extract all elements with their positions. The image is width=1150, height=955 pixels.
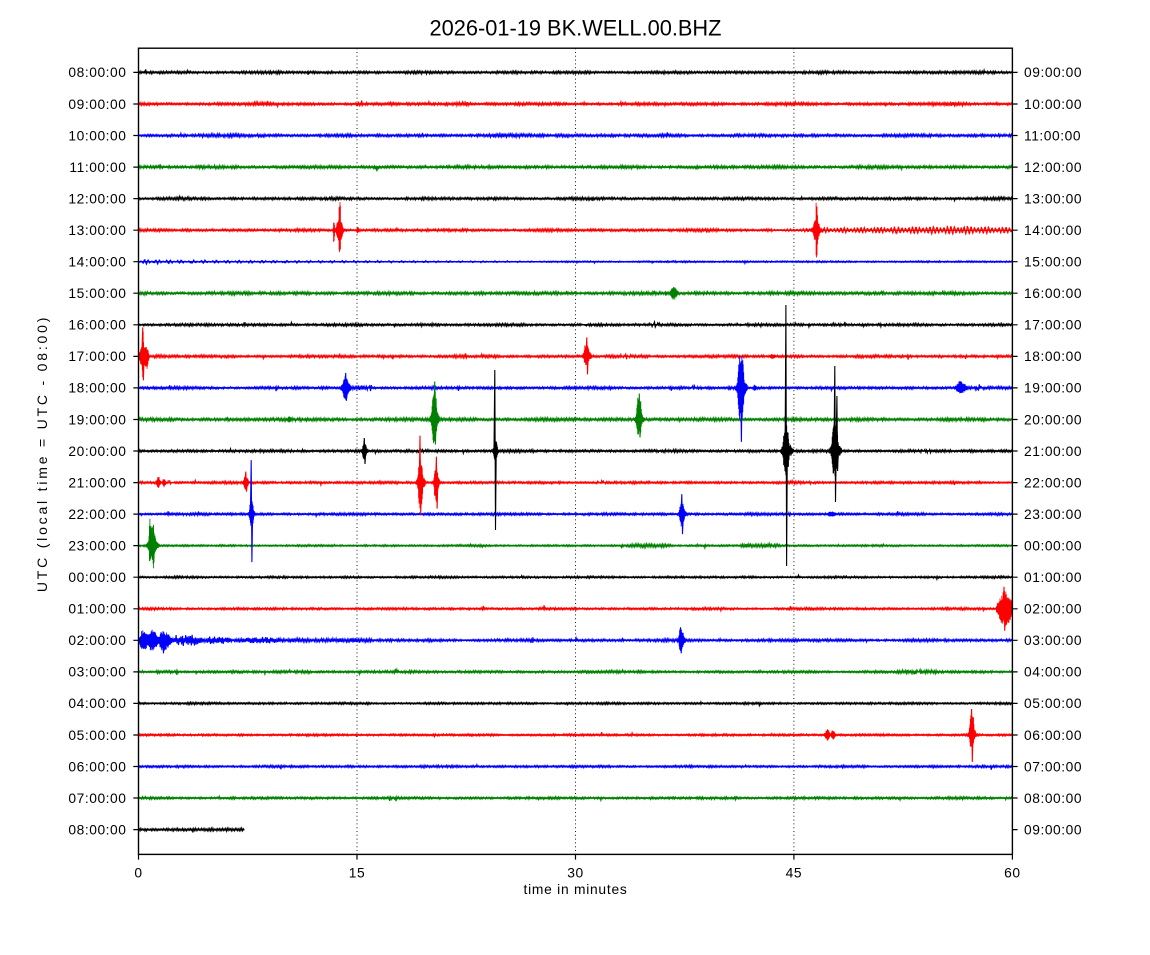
svg-text:01:00:00: 01:00:00 (1024, 570, 1082, 585)
svg-text:02:00:00: 02:00:00 (68, 633, 126, 648)
svg-text:17:00:00: 17:00:00 (68, 349, 126, 364)
svg-text:03:00:00: 03:00:00 (68, 665, 126, 680)
svg-text:05:00:00: 05:00:00 (1024, 696, 1082, 711)
svg-text:08:00:00: 08:00:00 (68, 65, 126, 80)
svg-text:18:00:00: 18:00:00 (68, 381, 126, 396)
svg-text:time in minutes: time in minutes (523, 882, 627, 897)
svg-text:21:00:00: 21:00:00 (1024, 444, 1082, 459)
svg-text:12:00:00: 12:00:00 (1024, 160, 1082, 175)
svg-text:23:00:00: 23:00:00 (1024, 507, 1082, 522)
svg-text:07:00:00: 07:00:00 (1024, 759, 1082, 774)
svg-text:00:00:00: 00:00:00 (68, 570, 126, 585)
svg-text:06:00:00: 06:00:00 (68, 759, 126, 774)
svg-text:09:00:00: 09:00:00 (68, 97, 126, 112)
svg-text:20:00:00: 20:00:00 (68, 444, 126, 459)
svg-text:05:00:00: 05:00:00 (68, 728, 126, 743)
svg-text:19:00:00: 19:00:00 (68, 412, 126, 427)
svg-text:15:00:00: 15:00:00 (68, 286, 126, 301)
svg-text:19:00:00: 19:00:00 (1024, 381, 1082, 396)
svg-text:11:00:00: 11:00:00 (69, 160, 126, 175)
svg-text:20:00:00: 20:00:00 (1024, 412, 1082, 427)
svg-text:15:00:00: 15:00:00 (1024, 255, 1082, 270)
svg-text:09:00:00: 09:00:00 (1024, 822, 1082, 837)
svg-text:22:00:00: 22:00:00 (68, 507, 126, 522)
svg-text:16:00:00: 16:00:00 (68, 318, 126, 333)
svg-text:10:00:00: 10:00:00 (1024, 97, 1082, 112)
svg-text:08:00:00: 08:00:00 (1024, 791, 1082, 806)
svg-text:16:00:00: 16:00:00 (1024, 286, 1082, 301)
svg-text:60: 60 (1004, 866, 1020, 881)
svg-text:14:00:00: 14:00:00 (68, 255, 126, 270)
svg-text:14:00:00: 14:00:00 (1024, 223, 1082, 238)
svg-text:02:00:00: 02:00:00 (1024, 602, 1082, 617)
svg-text:22:00:00: 22:00:00 (1024, 475, 1082, 490)
svg-text:09:00:00: 09:00:00 (1024, 65, 1082, 80)
svg-text:17:00:00: 17:00:00 (1024, 318, 1082, 333)
svg-text:45: 45 (786, 866, 802, 881)
svg-text:07:00:00: 07:00:00 (68, 791, 126, 806)
svg-text:18:00:00: 18:00:00 (1024, 349, 1082, 364)
svg-text:0: 0 (134, 866, 142, 881)
svg-text:03:00:00: 03:00:00 (1024, 633, 1082, 648)
svg-text:30: 30 (567, 866, 583, 881)
svg-text:06:00:00: 06:00:00 (1024, 728, 1082, 743)
svg-text:13:00:00: 13:00:00 (68, 223, 126, 238)
svg-text:04:00:00: 04:00:00 (1024, 665, 1082, 680)
svg-text:2026-01-19 BK.WELL.00.BHZ: 2026-01-19 BK.WELL.00.BHZ (430, 15, 722, 40)
svg-text:08:00:00: 08:00:00 (68, 822, 126, 837)
svg-text:12:00:00: 12:00:00 (68, 191, 126, 206)
svg-text:21:00:00: 21:00:00 (68, 475, 126, 490)
svg-text:11:00:00: 11:00:00 (1024, 128, 1081, 143)
svg-text:00:00:00: 00:00:00 (1024, 538, 1082, 553)
svg-text:10:00:00: 10:00:00 (68, 128, 126, 143)
svg-text:UTC (local time = UTC - 08:00): UTC (local time = UTC - 08:00) (34, 315, 50, 592)
svg-text:01:00:00: 01:00:00 (68, 602, 126, 617)
svg-text:23:00:00: 23:00:00 (68, 538, 126, 553)
svg-text:13:00:00: 13:00:00 (1024, 191, 1082, 206)
svg-text:04:00:00: 04:00:00 (68, 696, 126, 711)
svg-text:15: 15 (349, 866, 365, 881)
